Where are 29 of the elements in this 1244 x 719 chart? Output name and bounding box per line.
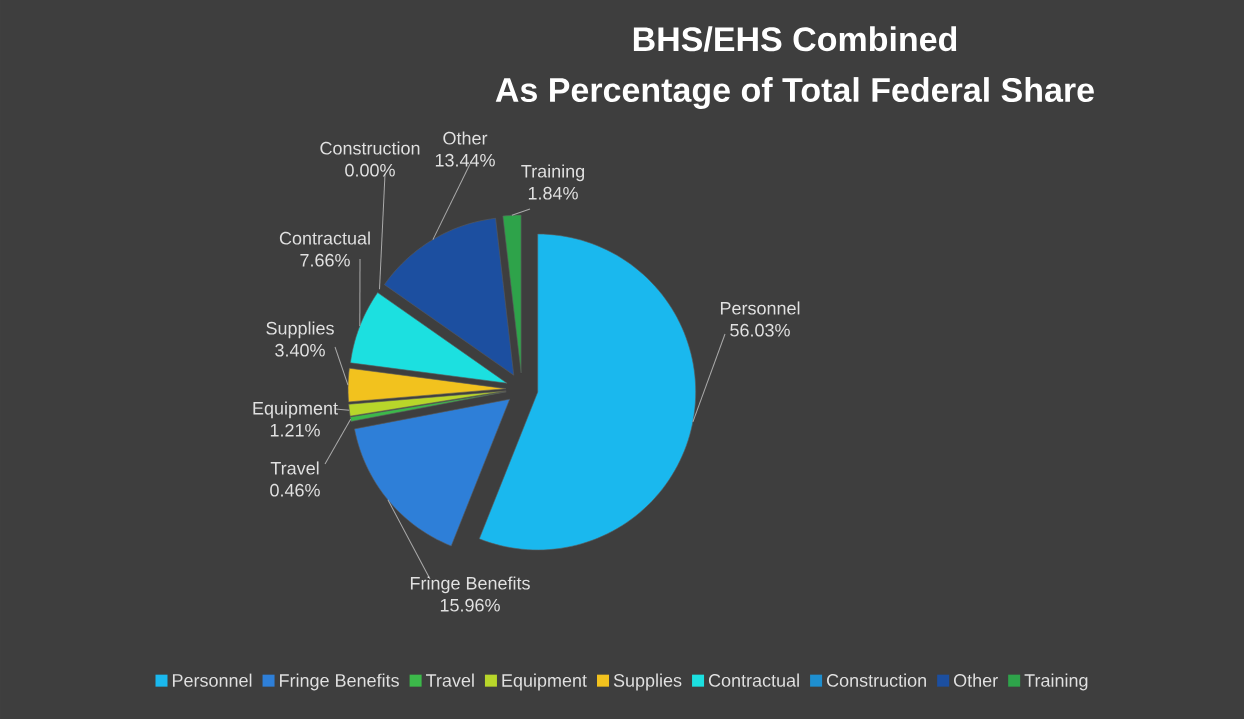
data-label: 13.44% [435,153,495,167]
data-label: 7.66% [300,253,350,267]
data-label: 0.46% [270,483,320,497]
data-label: 15.96% [440,598,500,612]
legend-label: Fringe Benefits [280,673,399,691]
slice-label: Fringe Benefits [410,576,530,594]
data-label: 3.40% [275,343,325,357]
data-label: 56.03% [730,323,790,337]
legend-label: Travel [426,673,474,687]
chart-subtitle: As Percentage of Total Federal Share [495,77,1094,109]
slice-label: Personnel [720,301,800,315]
slice-label: Training [521,164,585,182]
slice-label: Supplies [266,321,334,339]
chart-title: BHS/EHS Combined [633,26,957,52]
slice-label: Contractual [279,231,370,245]
slice-label: Travel [270,461,319,475]
slice-label: Other [443,131,488,145]
data-label: 1.84% [528,186,578,200]
slice-label: Equipment [253,401,338,419]
legend-label: Supplies [613,673,682,691]
legend-label: Personnel [172,673,252,687]
legend-label: Construction [827,673,926,687]
category-label: Construction [320,141,420,155]
legend-label: Equipment [502,673,587,691]
legend-label: Contractual [708,673,799,687]
data-label: 1.21% [270,423,320,437]
text: 0.00% [345,163,395,177]
legend-label: Other [953,673,998,687]
legend-label: Training [1024,673,1088,691]
